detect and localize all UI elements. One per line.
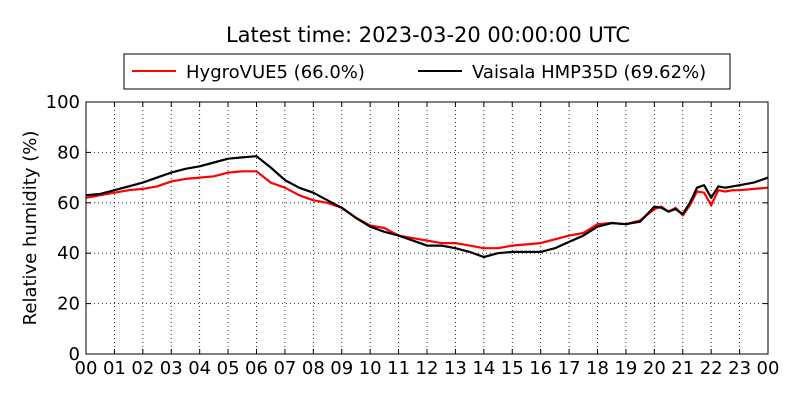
x-tick-label: 12 (416, 358, 439, 379)
legend-label-hygrovue5: HygroVUE5 (66.0%) (186, 62, 365, 83)
legend-label-vaisala: Vaisala HMP35D (69.62%) (472, 62, 706, 83)
x-tick-label: 09 (330, 358, 353, 379)
plot-area-frame (85, 101, 769, 355)
y-tick-label: 20 (57, 294, 80, 315)
y-tick-label: 40 (57, 243, 80, 264)
x-tick-label: 17 (558, 358, 581, 379)
x-tick-label: 00 (757, 358, 780, 379)
x-tick-label: 07 (273, 358, 296, 379)
legend: HygroVUE5 (66.0%) Vaisala HMP35D (69.62%… (123, 53, 731, 90)
series-line-vaisala (85, 155, 769, 259)
x-tick-label: 23 (728, 358, 751, 379)
chart-title: Latest time: 2023-03-20 00:00:00 UTC (226, 23, 630, 47)
x-tick-label: 05 (217, 358, 240, 379)
x-tick-label: 10 (359, 358, 382, 379)
series-line-hygrovue5 (85, 170, 769, 250)
y-tick-label: 100 (46, 92, 80, 113)
x-tick-label: 16 (529, 358, 552, 379)
x-tick-label: 20 (643, 358, 666, 379)
y-tick-label: 80 (57, 142, 80, 163)
x-tick-label: 04 (188, 358, 211, 379)
x-tick-label: 13 (444, 358, 467, 379)
x-tick-label: 11 (387, 358, 410, 379)
x-tick-label: 00 (75, 358, 98, 379)
y-tick-label: 0 (69, 344, 80, 365)
x-tick-label: 22 (700, 358, 723, 379)
x-tick-label: 03 (160, 358, 183, 379)
grid-lines (86, 102, 768, 354)
x-tick-label: 21 (671, 358, 694, 379)
x-tick-label: 02 (131, 358, 154, 379)
axis-ticks: 00 01 02 03 04 05 06 07 08 09 10 11 12 13 14 15 16 17 18 19… (46, 92, 780, 379)
x-tick-label: 19 (614, 358, 637, 379)
y-axis-label: Relative humidity (%) (20, 131, 41, 326)
x-tick-label: 01 (103, 358, 126, 379)
x-tick-label: 15 (501, 358, 524, 379)
y-tick-label: 60 (57, 193, 80, 214)
series-lines (85, 155, 769, 259)
x-tick-label: 14 (472, 358, 495, 379)
x-tick-label: 06 (245, 358, 268, 379)
x-tick-label: 18 (586, 358, 609, 379)
x-tick-label: 08 (302, 358, 325, 379)
